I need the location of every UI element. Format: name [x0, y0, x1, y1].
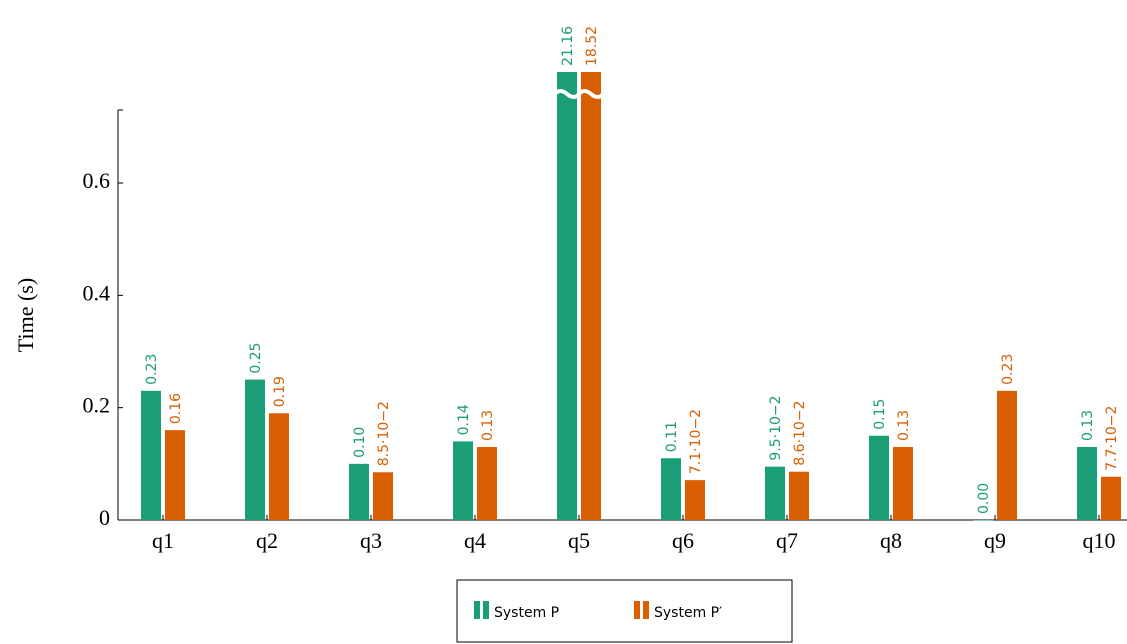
bar — [789, 471, 809, 520]
legend-label: System P — [494, 605, 559, 621]
value-label: 0.14 — [456, 404, 472, 435]
bar — [1101, 476, 1121, 520]
x-tick-label: q4 — [464, 528, 486, 553]
bar — [765, 466, 785, 520]
value-label: 0.11 — [664, 421, 680, 452]
bar — [141, 390, 161, 520]
legend-box — [456, 579, 793, 643]
bar — [349, 463, 369, 520]
bar — [269, 413, 289, 520]
bar — [893, 446, 913, 520]
legend-label: System P′ — [654, 605, 722, 621]
x-tick-label: q10 — [1083, 528, 1116, 553]
legend-swatch — [634, 601, 640, 619]
bar — [685, 480, 705, 520]
legend-swatch — [474, 601, 480, 619]
bar — [477, 446, 497, 520]
x-tick-label: q3 — [360, 528, 382, 553]
value-label: 0.19 — [272, 376, 288, 407]
bar — [1077, 446, 1097, 520]
value-label: 0.13 — [1080, 410, 1096, 441]
x-tick-label: q7 — [776, 528, 798, 553]
legend-swatch — [483, 601, 489, 619]
value-label: 0.10 — [352, 427, 368, 458]
value-label: 8.6·10−2 — [792, 401, 808, 466]
value-label: 9.5·10−2 — [768, 395, 784, 460]
value-label: 0.23 — [1000, 354, 1016, 385]
value-label: 0.00 — [976, 483, 992, 514]
value-label: 0.13 — [896, 410, 912, 441]
bar — [557, 72, 577, 520]
x-tick-label: q2 — [256, 528, 278, 553]
value-label: 7.7·10−2 — [1104, 406, 1120, 471]
value-label: 8.5·10−2 — [376, 401, 392, 466]
bar — [373, 472, 393, 520]
bar — [165, 430, 185, 520]
bar — [581, 72, 601, 520]
y-tick-label: 0.6 — [83, 168, 111, 193]
y-tick-label: 0.4 — [83, 280, 111, 305]
y-tick-label: 0 — [99, 505, 110, 530]
x-tick-label: q9 — [984, 528, 1006, 553]
x-tick-label: q1 — [152, 528, 174, 553]
value-label: 7.1·10−2 — [688, 409, 704, 474]
x-tick-label: q5 — [568, 528, 590, 553]
y-axis-label: Time (s) — [13, 278, 38, 352]
value-label: 0.15 — [872, 399, 888, 430]
value-label: 0.13 — [480, 410, 496, 441]
y-tick-label: 0.2 — [83, 393, 111, 418]
x-tick-label: q6 — [672, 528, 694, 553]
value-label: 0.16 — [168, 393, 184, 424]
bar — [869, 435, 889, 520]
value-label: 0.23 — [144, 354, 160, 385]
bar — [661, 458, 681, 520]
value-label: 18.52 — [584, 26, 600, 66]
bar — [245, 379, 265, 520]
x-tick-label: q8 — [880, 528, 902, 553]
value-label: 0.25 — [248, 342, 264, 373]
bar — [997, 390, 1017, 520]
legend-swatch — [643, 601, 649, 619]
axis-break — [553, 89, 581, 99]
bar — [453, 441, 473, 520]
value-label: 21.16 — [560, 26, 576, 66]
bar — [973, 520, 993, 521]
axis-break — [577, 89, 605, 99]
